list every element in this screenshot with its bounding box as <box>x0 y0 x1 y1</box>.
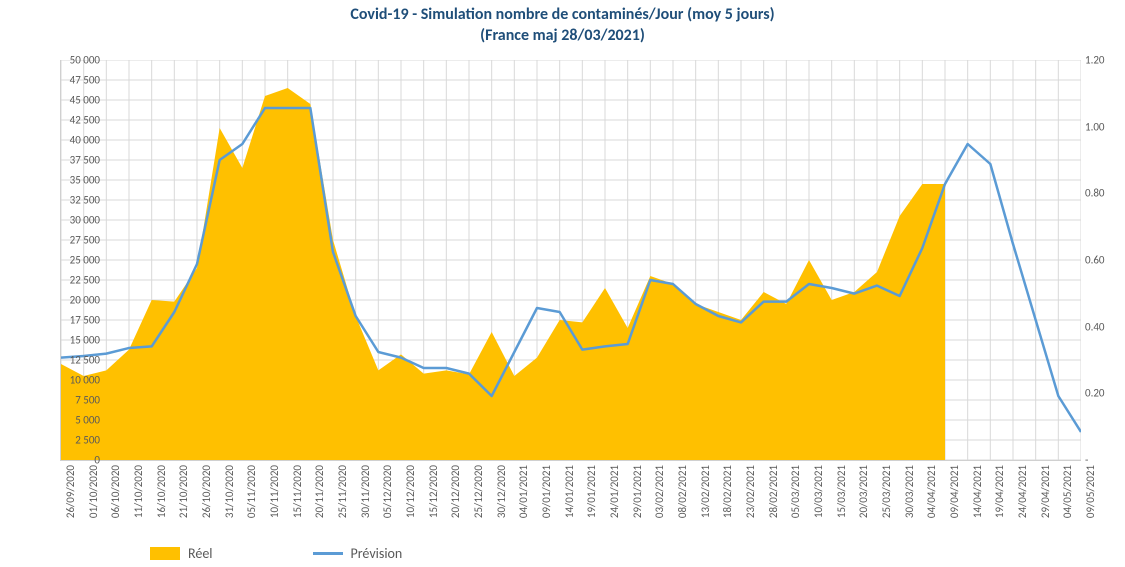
x-tick-label: 21/10/2020 <box>177 465 190 518</box>
x-tick-label: 19/01/2021 <box>585 465 598 518</box>
x-tick-label: 14/01/2021 <box>563 465 576 518</box>
y-left-tick-label: 30 000 <box>40 214 100 227</box>
y-left-tick-label: 15 000 <box>40 334 100 347</box>
plot-svg <box>61 60 1081 460</box>
x-tick-label: 04/04/2021 <box>925 465 938 518</box>
x-tick-label: 15/03/2021 <box>835 465 848 518</box>
y-left-tick-label: 40 000 <box>40 134 100 147</box>
y-right-tick-label: 0.80 <box>1085 187 1125 200</box>
legend-item-reel: Réel <box>150 545 213 562</box>
x-tick-label: 10/12/2020 <box>404 465 417 518</box>
y-left-tick-label: 25 000 <box>40 254 100 267</box>
x-tick-label: 11/10/2020 <box>132 465 145 518</box>
x-tick-label: 24/01/2021 <box>608 465 621 518</box>
x-tick-label: 01/10/2020 <box>87 465 100 518</box>
y-right-tick-label: 1.00 <box>1085 120 1125 133</box>
x-tick-label: 09/04/2021 <box>948 465 961 518</box>
x-tick-label: 15/12/2020 <box>427 465 440 518</box>
x-tick-label: 08/02/2021 <box>676 465 689 518</box>
x-tick-label: 10/03/2021 <box>812 465 825 518</box>
x-tick-label: 30/11/2020 <box>359 465 372 518</box>
x-tick-label: 26/09/2020 <box>64 465 77 518</box>
y-left-tick-label: 10 000 <box>40 374 100 387</box>
x-tick-label: 25/12/2020 <box>472 465 485 518</box>
x-tick-label: 28/02/2021 <box>767 465 780 518</box>
x-tick-label: 18/02/2021 <box>721 465 734 518</box>
x-tick-label: 25/11/2020 <box>336 465 349 518</box>
y-right-tick-label: 0.40 <box>1085 320 1125 333</box>
x-tick-label: 25/03/2021 <box>880 465 893 518</box>
y-left-tick-label: 27 500 <box>40 234 100 247</box>
legend-label-reel: Réel <box>188 545 213 562</box>
y-left-tick-label: 17 500 <box>40 314 100 327</box>
y-left-tick-label: 37 500 <box>40 154 100 167</box>
y-left-tick-label: 50 000 <box>40 54 100 67</box>
chart-container: Covid-19 - Simulation nombre de contamin… <box>0 0 1125 567</box>
x-tick-label: 09/01/2021 <box>540 465 553 518</box>
y-left-tick-label: 2 500 <box>40 434 100 447</box>
x-tick-label: 10/11/2020 <box>268 465 281 518</box>
chart-title: Covid-19 - Simulation nombre de contamin… <box>0 5 1125 47</box>
y-right-tick-label: 0.20 <box>1085 387 1125 400</box>
x-tick-label: 06/10/2020 <box>109 465 122 518</box>
y-left-tick-label: 5 000 <box>40 414 100 427</box>
y-left-tick-label: 7 500 <box>40 394 100 407</box>
x-tick-label: 13/02/2021 <box>699 465 712 518</box>
x-tick-label: 20/11/2020 <box>313 465 326 518</box>
x-tick-label: 05/12/2020 <box>381 465 394 518</box>
y-left-tick-label: 45 000 <box>40 94 100 107</box>
x-tick-label: 20/03/2021 <box>857 465 870 518</box>
x-tick-label: 30/12/2020 <box>495 465 508 518</box>
y-left-tick-label: 22 500 <box>40 274 100 287</box>
y-left-tick-label: 42 500 <box>40 114 100 127</box>
x-tick-label: 23/02/2021 <box>744 465 757 518</box>
x-tick-label: 31/10/2020 <box>223 465 236 518</box>
y-left-tick-label: 47 500 <box>40 74 100 87</box>
x-tick-label: 05/11/2020 <box>245 465 258 518</box>
x-tick-label: 30/03/2021 <box>903 465 916 518</box>
x-tick-label: 26/10/2020 <box>200 465 213 518</box>
legend: Réel Prévision <box>150 545 402 562</box>
title-line-1: Covid-19 - Simulation nombre de contamin… <box>350 5 774 24</box>
legend-label-prevision: Prévision <box>351 545 403 562</box>
x-tick-label: 04/01/2021 <box>517 465 530 518</box>
title-line-2: (France maj 28/03/2021) <box>480 26 645 45</box>
y-left-tick-label: 35 000 <box>40 174 100 187</box>
y-left-tick-label: 32 500 <box>40 194 100 207</box>
x-tick-label: 20/12/2020 <box>449 465 462 518</box>
x-tick-label: 03/02/2021 <box>653 465 666 518</box>
y-left-tick-label: 12 500 <box>40 354 100 367</box>
x-tick-label: 24/04/2021 <box>1016 465 1029 518</box>
y-left-tick-label: 20 000 <box>40 294 100 307</box>
x-tick-label: 09/05/2021 <box>1084 465 1097 518</box>
plot-area <box>60 60 1081 461</box>
x-tick-label: 29/01/2021 <box>631 465 644 518</box>
x-tick-label: 04/05/2021 <box>1061 465 1074 518</box>
legend-swatch-line <box>313 552 343 555</box>
x-tick-label: 16/10/2020 <box>155 465 168 518</box>
legend-item-prevision: Prévision <box>313 545 403 562</box>
legend-swatch-area <box>150 547 180 560</box>
x-tick-label: 29/04/2021 <box>1039 465 1052 518</box>
x-tick-label: 05/03/2021 <box>789 465 802 518</box>
x-tick-label: 19/04/2021 <box>993 465 1006 518</box>
y-right-tick-label: 0.60 <box>1085 254 1125 267</box>
y-right-tick-label: 1.20 <box>1085 54 1125 67</box>
x-tick-label: 15/11/2020 <box>291 465 304 518</box>
x-tick-label: 14/04/2021 <box>971 465 984 518</box>
